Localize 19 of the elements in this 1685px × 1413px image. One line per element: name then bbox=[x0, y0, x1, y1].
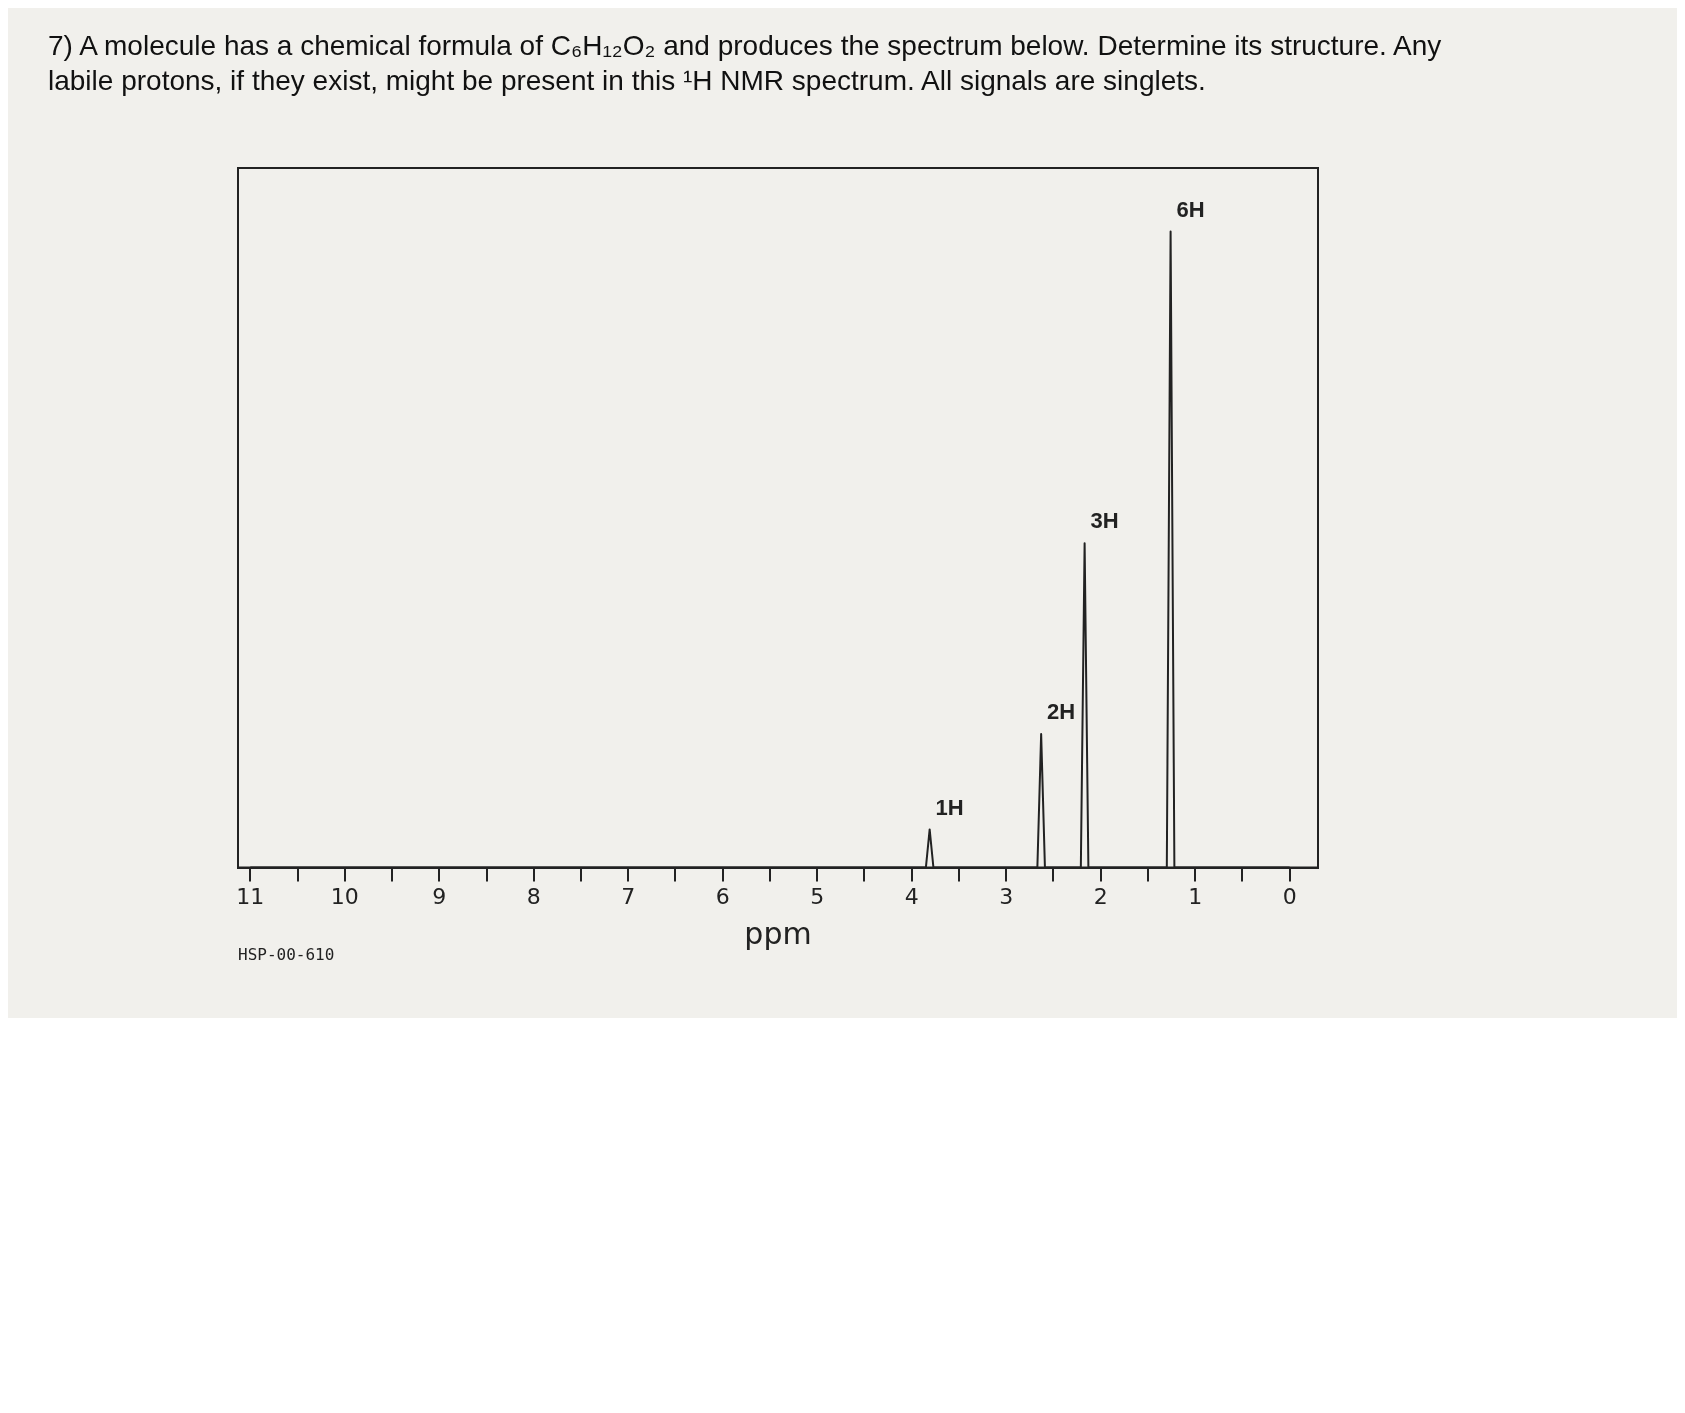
annotation: 6H bbox=[1176, 196, 1205, 222]
annotation: 1H bbox=[935, 794, 964, 820]
x-axis-title: ppm bbox=[744, 915, 812, 951]
text: HSP-00-610 bbox=[238, 944, 335, 964]
x-tick-label: 2 bbox=[1093, 883, 1108, 909]
x-tick-label: 7 bbox=[621, 883, 636, 909]
x-tick-label: 6 bbox=[715, 883, 730, 909]
x-tick-label: 9 bbox=[432, 883, 447, 909]
annotation: 2H bbox=[1047, 699, 1076, 725]
chart-title: 7) A molecule has a chemical formula of C₆H₁₂O₂ and produces the spectrum below. Determine its structure. Any labile protons, if they exist, might be present in this ¹H NMR spectrum. All signals are singlets. bbox=[48, 29, 1443, 98]
x-tick-label: 4 bbox=[904, 883, 919, 909]
x-tick-label: 3 bbox=[999, 883, 1014, 909]
x-tick-label: 10 bbox=[330, 883, 359, 909]
x-tick-label: 0 bbox=[1282, 883, 1297, 909]
x-tick-label: 1 bbox=[1188, 883, 1203, 909]
x-tick-label: 8 bbox=[526, 883, 541, 909]
x-tick-label: 11 bbox=[236, 883, 265, 909]
annotation: 3H bbox=[1090, 508, 1119, 534]
x-tick-label: 5 bbox=[810, 883, 825, 909]
